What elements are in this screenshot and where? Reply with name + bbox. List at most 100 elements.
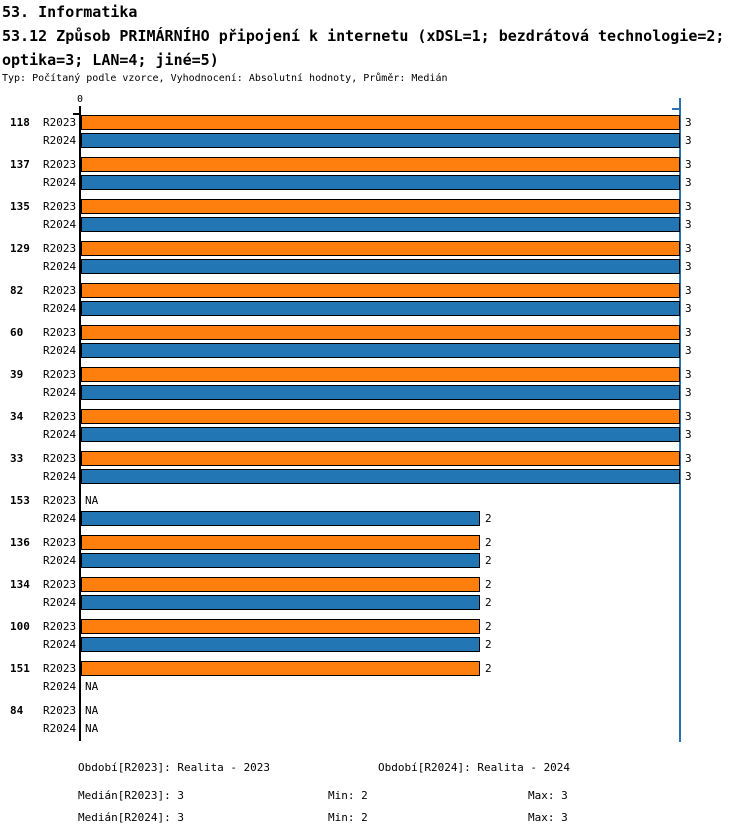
series-label-r2023: R2023 (43, 578, 77, 591)
bar-value-label: 3 (685, 158, 692, 171)
group-id-label: 134 (10, 578, 30, 591)
bar-value-label: 2 (485, 620, 492, 633)
bar-value-label: 3 (685, 326, 692, 339)
bar-value-label: 3 (685, 284, 692, 297)
series-label-r2023: R2023 (43, 326, 77, 339)
bar-value-label: 2 (485, 554, 492, 567)
series-label-r2023: R2023 (43, 200, 77, 213)
group-id-label: 39 (10, 368, 24, 381)
series-label-r2024: R2024 (43, 218, 77, 231)
footer-min-r2024: Min: 2 (328, 811, 368, 824)
section-title: 53. Informatika (2, 3, 138, 21)
series-label-r2023: R2023 (43, 116, 77, 129)
bar-r2023 (81, 451, 680, 466)
group-id-label: 151 (10, 662, 30, 675)
bar-value-label: 3 (685, 452, 692, 465)
footer-period-r2023: Období[R2023]: Realita - 2023 (78, 761, 271, 774)
bar-r2023 (81, 157, 680, 172)
group-id-label: 137 (10, 158, 30, 171)
bar-r2023 (81, 325, 680, 340)
bar-value-label: 2 (485, 578, 492, 591)
bar-value-label: 3 (685, 410, 692, 423)
bar-r2023 (81, 283, 680, 298)
na-label: NA (85, 494, 99, 507)
max-reference-tick (672, 108, 679, 110)
bar-r2023 (81, 619, 480, 634)
bar-r2024 (81, 427, 680, 442)
bar-r2024 (81, 301, 680, 316)
question-title-line2: optika=3; LAN=4; jiné=5) (2, 51, 219, 69)
footer-max-r2023: Max: 3 (528, 789, 568, 802)
series-label-r2024: R2024 (43, 470, 77, 483)
series-label-r2023: R2023 (43, 620, 77, 633)
group-id-label: 34 (10, 410, 24, 423)
series-label-r2023: R2023 (43, 536, 77, 549)
bar-r2024 (81, 469, 680, 484)
na-label: NA (85, 680, 99, 693)
bar-r2023 (81, 115, 680, 130)
group-id-label: 135 (10, 200, 30, 213)
group-id-label: 82 (10, 284, 24, 297)
series-label-r2024: R2024 (43, 638, 77, 651)
bar-value-label: 3 (685, 200, 692, 213)
group-id-label: 136 (10, 536, 30, 549)
bar-value-label: 2 (485, 662, 492, 675)
question-title-line1: 53.12 Způsob PRIMÁRNÍHO připojení k inte… (2, 27, 725, 45)
footer-median-r2023: Medián[R2023]: 3 (78, 789, 184, 802)
series-label-r2024: R2024 (43, 386, 77, 399)
series-label-r2023: R2023 (43, 284, 77, 297)
bar-value-label: 3 (685, 302, 692, 315)
group-id-label: 129 (10, 242, 30, 255)
bar-r2023 (81, 199, 680, 214)
footer-max-r2024: Max: 3 (528, 811, 568, 824)
bar-value-label: 3 (685, 218, 692, 231)
bar-chart: 0 118 R2023 3 R2024 3 137 R2023 3 R2024 3 135 R2023… (10, 94, 692, 742)
bar-r2023 (81, 577, 480, 592)
series-label-r2024: R2024 (43, 260, 77, 273)
series-label-r2024: R2024 (43, 176, 77, 189)
series-label-r2024: R2024 (43, 134, 77, 147)
bar-r2024 (81, 343, 680, 358)
bar-value-label: 3 (685, 386, 692, 399)
bar-r2024 (81, 217, 680, 232)
bar-value-label: 3 (685, 116, 692, 129)
bar-r2024 (81, 175, 680, 190)
group-id-label: 60 (10, 326, 24, 339)
bar-value-label: 3 (685, 134, 692, 147)
group-id-label: 100 (10, 620, 30, 633)
group-id-label: 33 (10, 452, 24, 465)
bar-value-label: 2 (485, 638, 492, 651)
series-label-r2024: R2024 (43, 596, 77, 609)
series-label-r2023: R2023 (43, 704, 77, 717)
footer-min-r2023: Min: 2 (328, 789, 368, 802)
group-id-label: 84 (10, 704, 24, 717)
bar-r2023 (81, 241, 680, 256)
na-label: NA (85, 722, 99, 735)
bar-value-label: 2 (485, 512, 492, 525)
bar-value-label: 3 (685, 176, 692, 189)
series-label-r2024: R2024 (43, 554, 77, 567)
na-label: NA (85, 704, 99, 717)
series-label-r2023: R2023 (43, 662, 77, 675)
bar-r2024 (81, 637, 480, 652)
x-axis-origin-tick (73, 113, 80, 115)
series-label-r2023: R2023 (43, 452, 77, 465)
meta-line: Typ: Počítaný podle vzorce, Vyhodnocení:… (2, 73, 448, 84)
series-label-r2023: R2023 (43, 494, 77, 507)
series-label-r2024: R2024 (43, 680, 77, 693)
bar-r2023 (81, 367, 680, 382)
bar-value-label: 3 (685, 344, 692, 357)
series-label-r2024: R2024 (43, 428, 77, 441)
group-id-label: 118 (10, 116, 30, 129)
series-label-r2023: R2023 (43, 158, 77, 171)
bar-value-label: 2 (485, 596, 492, 609)
max-reference-line (679, 98, 681, 742)
bar-r2024 (81, 385, 680, 400)
bar-r2023 (81, 409, 680, 424)
series-label-r2023: R2023 (43, 410, 77, 423)
group-id-label: 153 (10, 494, 30, 507)
series-label-r2024: R2024 (43, 722, 77, 735)
footer-median-r2024: Medián[R2024]: 3 (78, 811, 184, 824)
y-axis-line (79, 106, 81, 741)
